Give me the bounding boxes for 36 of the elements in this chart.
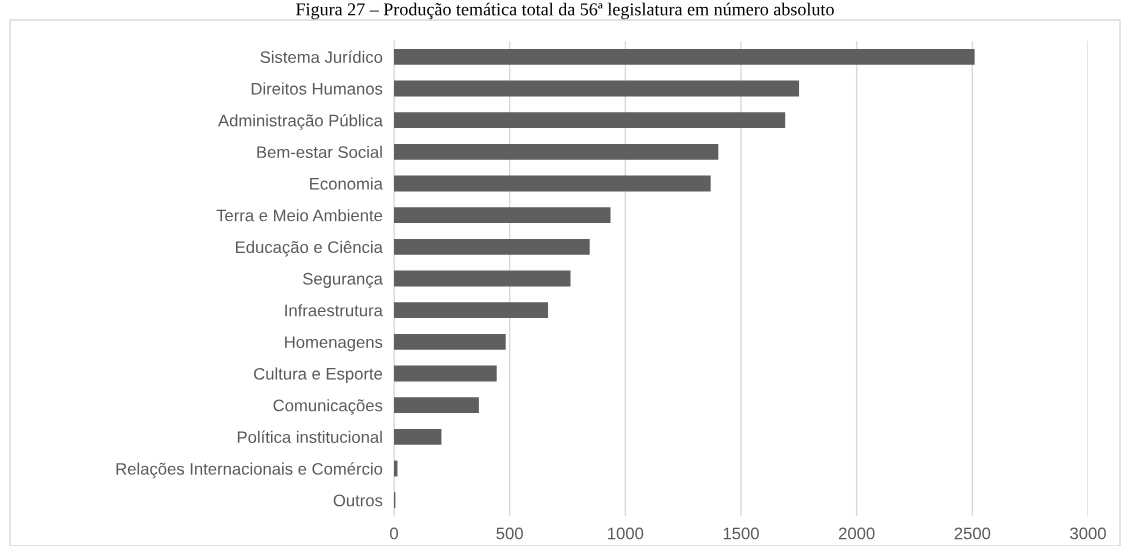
bar: [394, 80, 800, 97]
x-tick-label: 500: [496, 527, 523, 540]
x-tick-label: 2500: [954, 527, 991, 540]
y-tick-label: Segurança: [303, 272, 383, 289]
bar: [394, 302, 549, 319]
x-tick-label: 0: [390, 527, 398, 540]
bar: [394, 238, 590, 255]
y-tick-label: Educação e Ciência: [236, 240, 383, 257]
x-tick-label: 2000: [838, 527, 875, 540]
y-tick-label: Administração Pública: [218, 114, 383, 130]
bar: [394, 428, 442, 445]
x-tick-label: 1500: [723, 527, 759, 540]
bar: [394, 333, 506, 350]
y-tick-label: Economia: [310, 177, 383, 190]
bar: [394, 397, 479, 414]
bar: [394, 270, 571, 287]
bar: [394, 175, 711, 192]
y-tick-label: Política institucional: [237, 430, 382, 444]
y-tick-label: Infraestrutura: [285, 304, 383, 317]
bar: [394, 365, 497, 382]
y-tick-label: Terra e Meio Ambiente: [216, 209, 383, 222]
y-tick-label: Cultura e Esporte: [254, 367, 383, 383]
chart-title: Figura 27 – Produção temática total da 56ª legislatura em número absoluto: [296, 2, 834, 20]
x-tick-label: 3000: [1070, 527, 1106, 540]
y-tick-label: Bem-estar Social: [257, 145, 382, 159]
y-tick-label: Homenagens: [285, 336, 383, 352]
bar: [394, 112, 786, 129]
y-tick-label: Comunicações: [273, 399, 383, 415]
bar: [394, 143, 719, 160]
x-tick-label: 1000: [608, 527, 644, 540]
bar: [394, 48, 975, 65]
y-tick-label: Relações Internacionais e Comércio: [116, 462, 383, 479]
y-tick-label: Sistema Jurídico: [260, 50, 383, 64]
y-tick-label: Direitos Humanos: [251, 82, 383, 95]
y-tick-label: Outros: [333, 494, 383, 507]
bar: [394, 207, 611, 224]
